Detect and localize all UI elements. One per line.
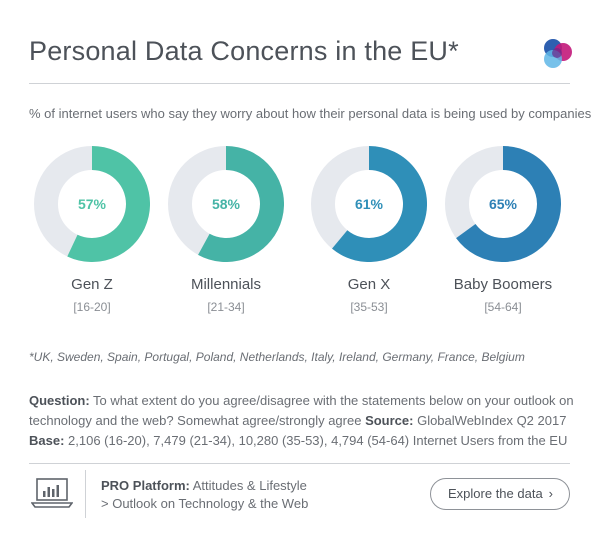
explore-data-button[interactable]: Explore the data ›	[430, 478, 570, 510]
generation-label: Baby Boomers	[453, 276, 553, 293]
generation-label: Gen Z	[71, 276, 113, 293]
platform-label: PRO Platform:	[101, 478, 190, 493]
footer-separator	[85, 470, 86, 518]
donut-value-label: 57%	[78, 196, 107, 212]
donut-chart-group: 57% Gen Z [16-20] 58% Millennials [21-34…	[0, 146, 600, 346]
age-range-label: [35-53]	[350, 300, 388, 314]
donut-value-label: 58%	[212, 196, 241, 212]
donut-svg: 65%	[445, 146, 561, 262]
source-text: GlobalWebIndex Q2 2017	[413, 413, 567, 428]
generation-label: Millennials	[190, 276, 262, 293]
platform-path: > Outlook on Technology & the Web	[101, 496, 309, 511]
age-range-label: [54-64]	[484, 300, 522, 314]
age-range-label: [21-34]	[207, 300, 245, 314]
donut-svg: 57%	[34, 146, 150, 262]
donut-svg: 58%	[168, 146, 284, 262]
question-label: Question:	[29, 393, 90, 408]
footer-divider	[29, 463, 570, 464]
chart-subtitle: % of internet users who say they worry a…	[29, 106, 592, 121]
donut-gen-x: 61% Gen X [35-53]	[311, 146, 427, 314]
header-divider	[29, 83, 570, 84]
donut-arc	[456, 146, 561, 262]
base-text: 2,106 (16-20), 7,479 (21-34), 10,280 (35…	[64, 433, 568, 448]
donut-baby-boomers: 65% Baby Boomers [54-64]	[445, 146, 561, 314]
pro-platform-info: PRO Platform: Attitudes & Lifestyle > Ou…	[101, 477, 308, 513]
donut-arc	[198, 146, 284, 262]
generation-label: Gen X	[347, 276, 391, 293]
donut-value-label: 65%	[489, 196, 518, 212]
page-title: Personal Data Concerns in the EU*	[29, 36, 459, 66]
donut-millennials: 58% Millennials [21-34]	[168, 146, 284, 314]
donut-gen-z: 57% Gen Z [16-20]	[34, 146, 150, 314]
laptop-chart-icon	[31, 478, 73, 508]
source-label: Source:	[365, 413, 414, 428]
methodology-note: Question: To what extent do you agree/di…	[29, 391, 574, 451]
donut-arc	[67, 146, 150, 262]
country-footnote: *UK, Sweden, Spain, Portugal, Poland, Ne…	[29, 350, 525, 364]
chevron-right-icon: ›	[548, 486, 553, 501]
age-range-label: [16-20]	[73, 300, 111, 314]
donut-value-label: 61%	[355, 196, 384, 212]
platform-text: Attitudes & Lifestyle	[189, 478, 307, 493]
donut-svg: 61%	[311, 146, 427, 262]
explore-data-label: Explore the data	[448, 486, 543, 501]
gwi-logo-icon	[544, 39, 572, 68]
base-label: Base:	[29, 433, 65, 448]
question-text: To what extent do you agree/disagree wit…	[29, 393, 574, 428]
donut-arc	[332, 146, 427, 262]
